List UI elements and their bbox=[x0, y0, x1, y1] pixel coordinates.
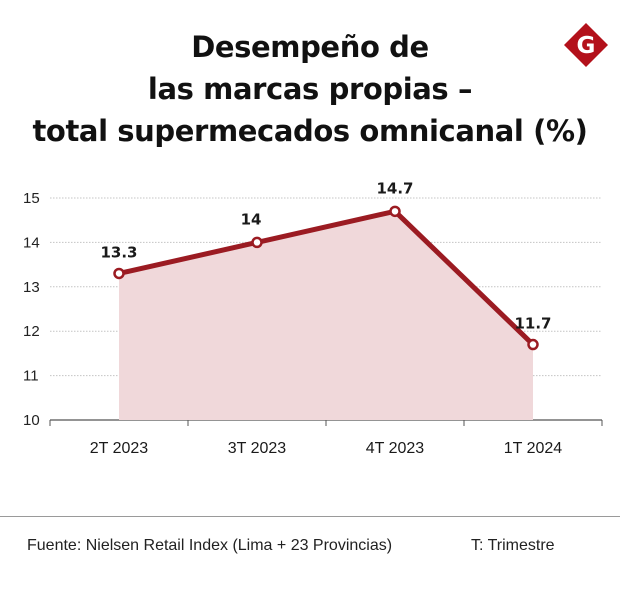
footer-divider bbox=[0, 516, 620, 517]
x-tick-label: 3T 2023 bbox=[228, 440, 287, 457]
x-tick-label: 4T 2023 bbox=[366, 440, 425, 457]
data-label: 11.7 bbox=[514, 315, 551, 333]
y-tick-label: 11 bbox=[23, 368, 39, 385]
data-point bbox=[389, 205, 401, 218]
series-line bbox=[116, 208, 536, 348]
x-tick-label: 1T 2024 bbox=[504, 440, 563, 457]
title-line-3: total supermecados omnicanal (%) bbox=[32, 114, 588, 148]
title-line-1: Desempeño de bbox=[191, 30, 429, 64]
y-tick-label: 15 bbox=[23, 190, 40, 207]
chart-title: Desempeño de las marcas propias – total … bbox=[0, 26, 620, 152]
data-point bbox=[251, 236, 263, 249]
line-chart: 10 11 12 13 14 15 13.3 14 14.7 11.7 2T 2023 3T 2023… bbox=[23, 179, 603, 457]
y-tick-label: 10 bbox=[23, 412, 40, 429]
data-point bbox=[113, 267, 125, 280]
logo-letter: G bbox=[577, 33, 596, 59]
source-note: Fuente: Nielsen Retail Index (Lima + 23 … bbox=[27, 537, 393, 554]
brand-g-logo-icon: G bbox=[564, 23, 608, 67]
title-line-2: las marcas propias – bbox=[147, 72, 473, 106]
y-tick-label: 12 bbox=[23, 323, 40, 340]
x-tick-label: 2T 2023 bbox=[90, 440, 149, 457]
series-area bbox=[119, 211, 533, 420]
data-label: 14.7 bbox=[376, 179, 413, 197]
data-label: 13.3 bbox=[100, 243, 137, 261]
data-label: 14 bbox=[241, 210, 262, 228]
y-tick-label: 13 bbox=[23, 279, 40, 296]
trimestre-note: T: Trimestre bbox=[471, 537, 555, 554]
data-point bbox=[527, 338, 539, 351]
y-tick-label: 14 bbox=[23, 234, 40, 251]
